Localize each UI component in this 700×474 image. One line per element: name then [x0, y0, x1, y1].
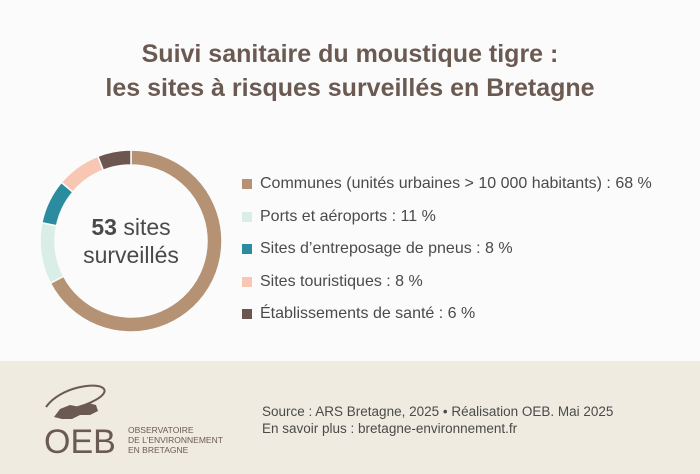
chart-title: Suivi sanitaire du moustique tigre : les…	[0, 37, 700, 105]
oeb-logo: OEB OBSERVATOIRE DE L’ENVIRONNEMENT EN B…	[44, 384, 223, 455]
legend-label-3: Sites d’entreposage de pneus : 8 %	[260, 240, 513, 258]
legend-swatch-5	[242, 309, 252, 320]
title-line-2: les sites à risques surveillés en Bretag…	[105, 74, 595, 102]
donut-chart	[40, 150, 222, 332]
legend-label-5: Établissements de santé : 6 %	[260, 305, 476, 323]
legend-label-2: Ports et aéroports : 11 %	[260, 207, 436, 225]
legend-item-2: Ports et aéroports : 11 %	[242, 201, 652, 234]
legend-item-4: Sites touristiques : 8 %	[242, 266, 652, 299]
more-info-link[interactable]: En savoir plus : bretagne-environnement.…	[262, 421, 518, 436]
legend-item-1: Communes (unités urbaines > 10 000 habit…	[242, 168, 652, 201]
donut-slice-5	[96, 150, 132, 172]
legend-item-5: Établissements de santé : 6 %	[242, 298, 652, 331]
legend-label-1: Communes (unités urbaines > 10 000 habit…	[260, 175, 652, 193]
legend-item-3: Sites d’entreposage de pneus : 8 %	[242, 233, 652, 266]
logo-sub-2: DE L’ENVIRONNEMENT	[128, 435, 223, 445]
legend-label-4: Sites touristiques : 8 %	[260, 272, 423, 290]
legend-swatch-2	[242, 211, 252, 222]
source-note: Source : ARS Bretagne, 2025 • Réalisatio…	[262, 403, 613, 437]
title-line-1: Suivi sanitaire du moustique tigre :	[141, 40, 559, 68]
legend-swatch-4	[242, 276, 252, 287]
source-line: Source : ARS Bretagne, 2025 • Réalisatio…	[262, 404, 614, 419]
legend-swatch-3	[242, 244, 252, 255]
legend-swatch-1	[242, 179, 252, 190]
logo-oeb: OEB	[44, 423, 116, 455]
total-count: 53	[91, 214, 117, 240]
legend: Communes (unités urbaines > 10 000 habit…	[242, 168, 652, 331]
footer: OEB OBSERVATOIRE DE L’ENVIRONNEMENT EN B…	[0, 361, 700, 474]
donut-center-label: 53 sites surveillés	[40, 150, 222, 332]
logo-sub-3: EN BRETAGNE	[128, 445, 189, 455]
logo-sub-1: OBSERVATOIRE	[128, 425, 194, 435]
center-line-2: surveillés	[83, 242, 179, 268]
logo-map-shape	[54, 403, 98, 419]
center-line-1: sites	[116, 214, 171, 240]
